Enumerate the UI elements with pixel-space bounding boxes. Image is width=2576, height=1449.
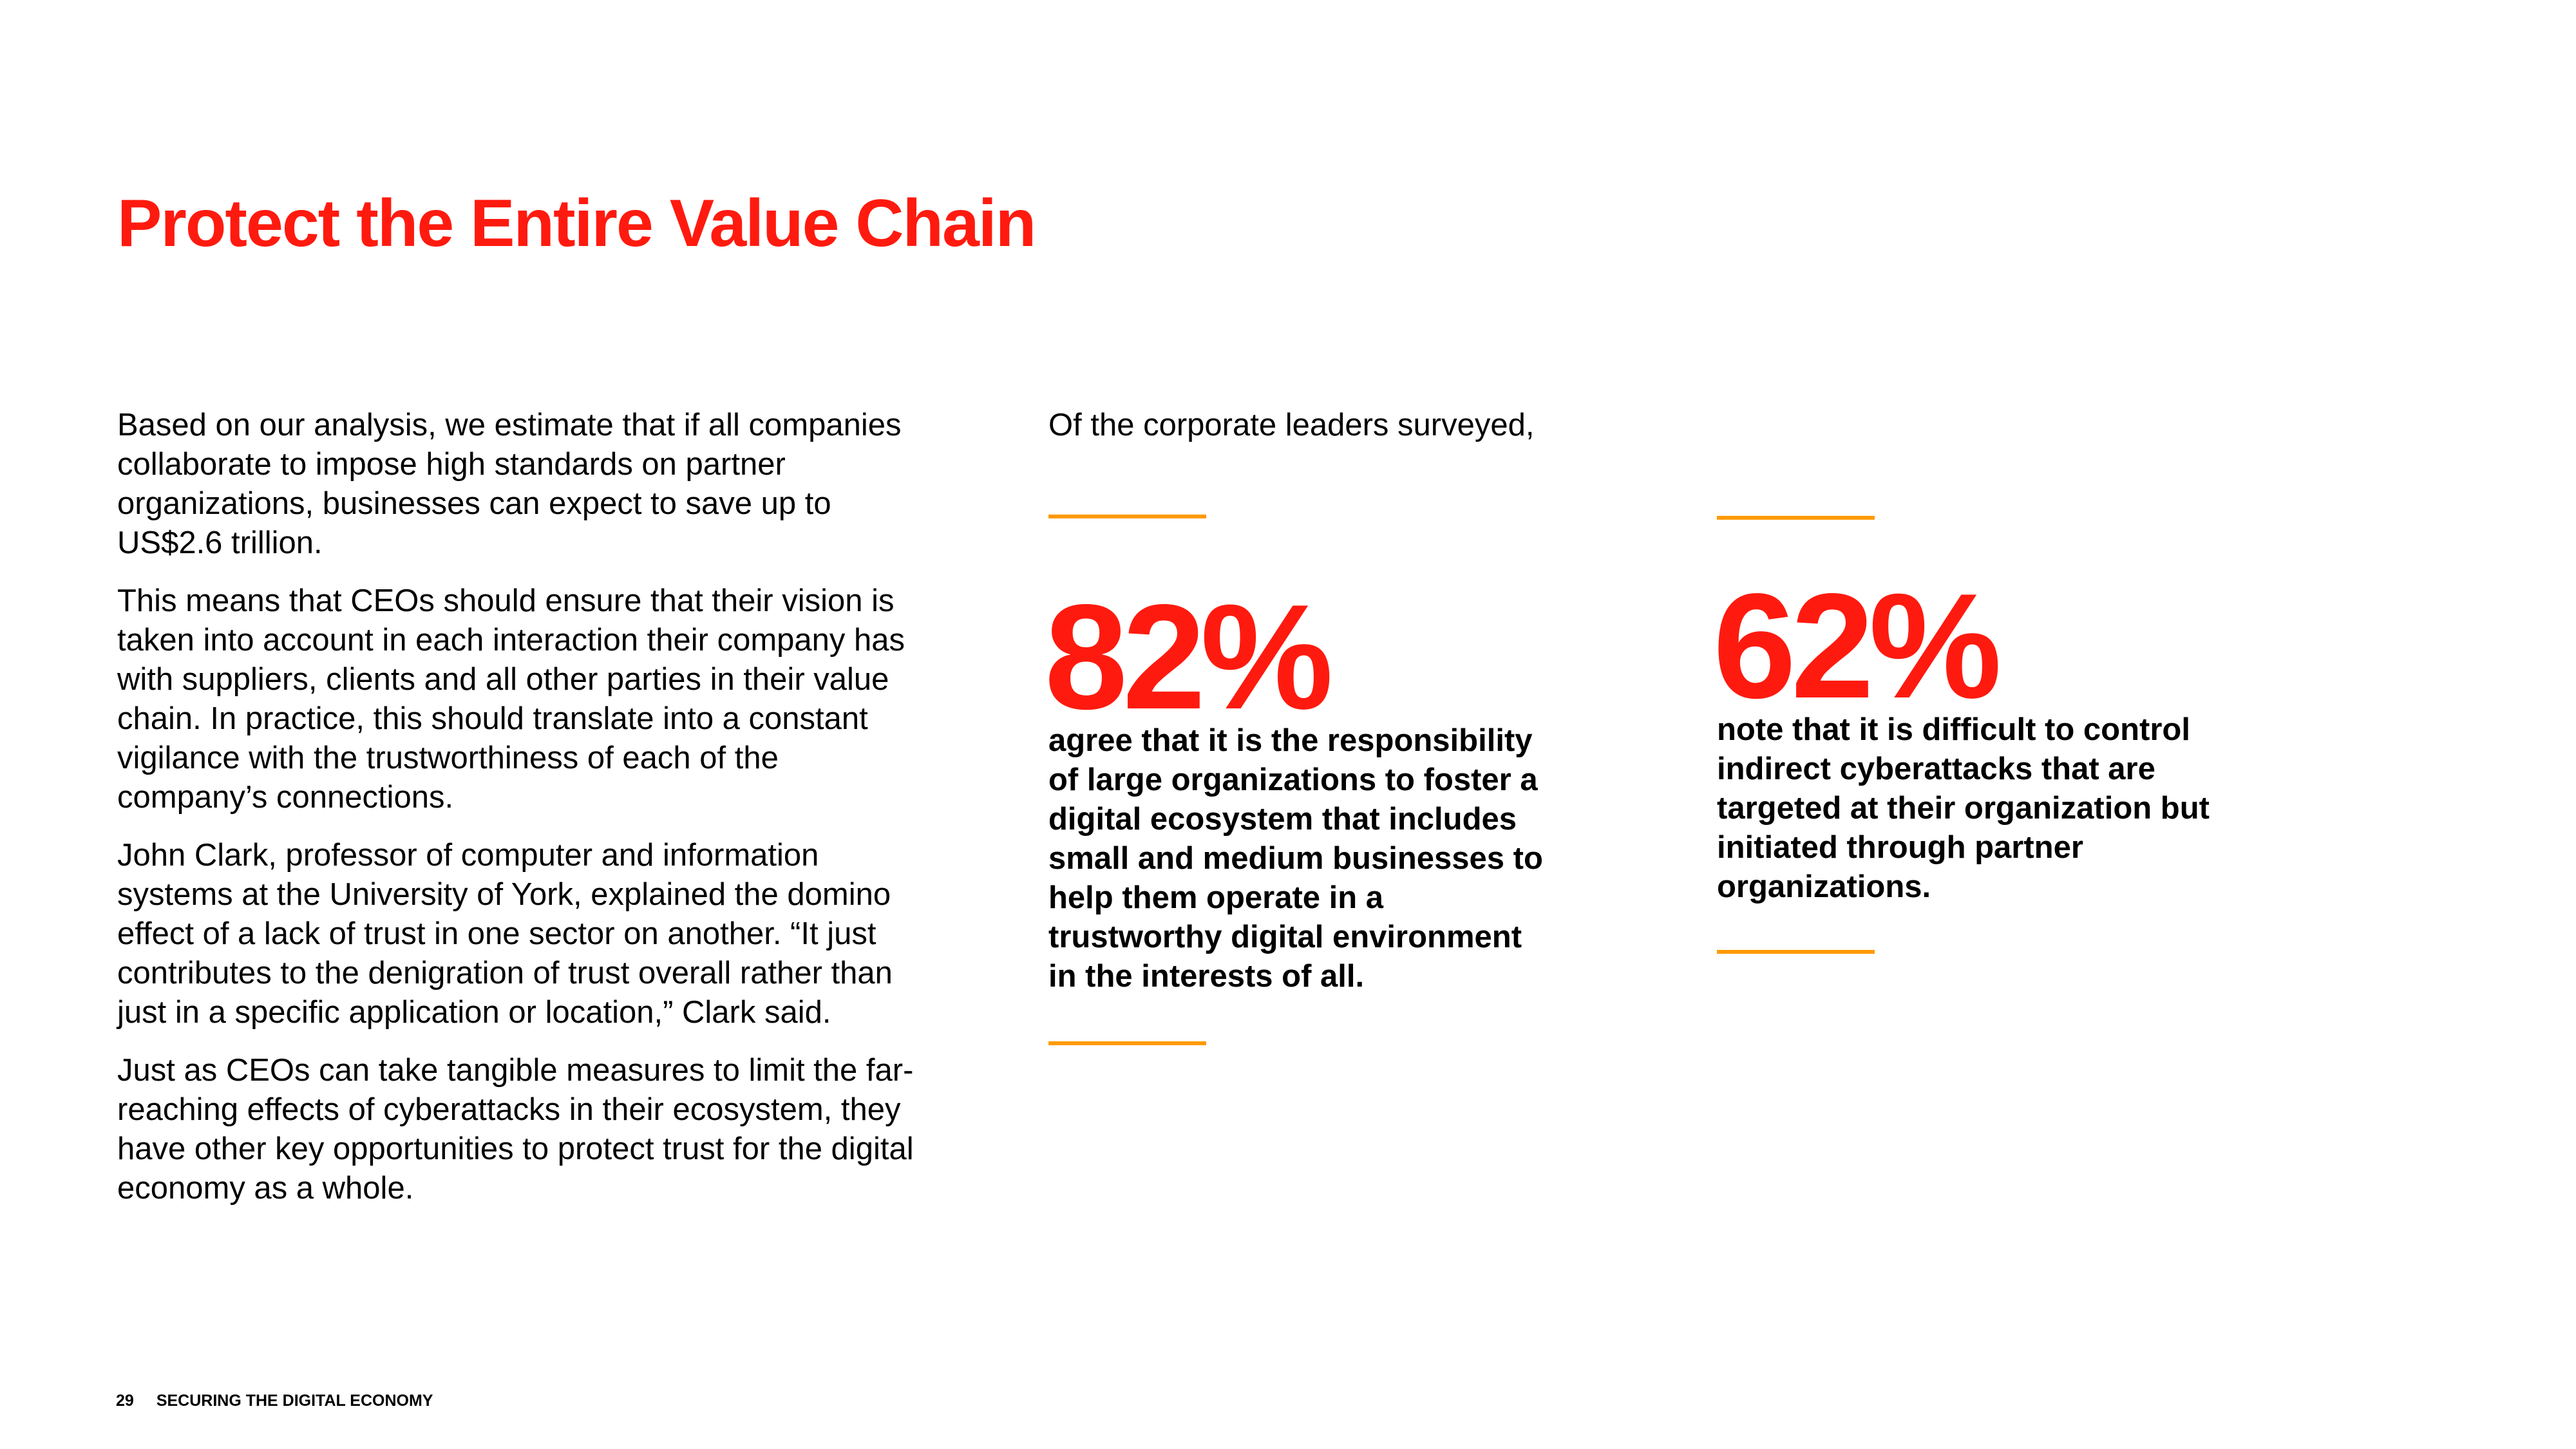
stats-intro: Of the corporate leaders surveyed, <box>1048 408 1535 442</box>
stat-description: agree that it is the responsibility of l… <box>1048 723 1543 994</box>
publication-title: SECURING THE DIGITAL ECONOMY <box>156 1392 433 1410</box>
stat-value: 82% <box>1045 574 1333 741</box>
body-paragraph: Based on our analysis, we estimate that … <box>117 408 902 560</box>
page-footer: 29 SECURING THE DIGITAL ECONOMY <box>116 1391 433 1410</box>
body-text-column: Based on our analysis, we estimate that … <box>117 406 929 1227</box>
stat-bottom-divider <box>1048 1041 1206 1045</box>
page-number: 29 <box>116 1392 134 1410</box>
stat-top-divider <box>1717 516 1875 520</box>
body-paragraph: John Clark, professor of computer and in… <box>117 838 893 1030</box>
body-paragraph: This means that CEOs should ensure that … <box>117 583 905 815</box>
body-paragraph: Just as CEOs can take tangible measures … <box>117 1053 914 1206</box>
stat-top-divider <box>1048 515 1206 518</box>
stat-bottom-divider <box>1717 950 1875 954</box>
stat-value: 62% <box>1713 563 2002 730</box>
stat-description: note that it is difficult to control ind… <box>1717 712 2210 904</box>
page-title: Protect the Entire Value Chain <box>117 186 1036 261</box>
